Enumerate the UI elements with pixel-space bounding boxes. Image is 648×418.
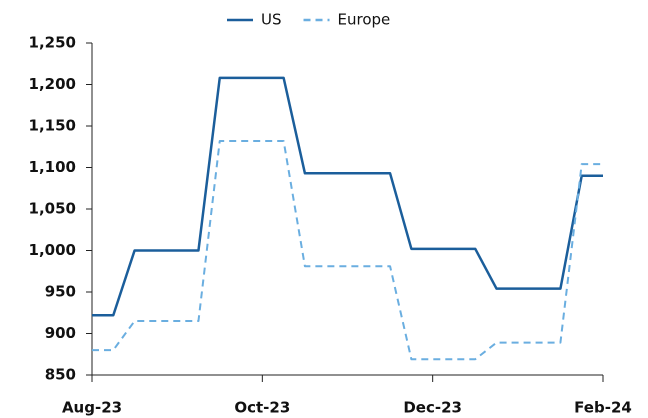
x-tick-label: Oct-23 [234,399,290,417]
y-tick-label: 1,100 [29,158,76,176]
y-tick-label: 1,250 [29,34,76,52]
y-tick-label: 850 [45,366,76,384]
x-tick-label: Dec-23 [403,399,462,417]
legend-label: Europe [338,11,391,29]
series-line [92,76,603,317]
y-tick-label: 1,000 [29,241,76,259]
y-tick-label: 1,200 [29,75,76,93]
series-line [92,139,603,361]
y-tick-label: 1,050 [29,200,76,218]
y-tick-label: 900 [45,324,76,342]
x-tick-label: Aug-23 [62,399,122,417]
y-tick-label: 1,150 [29,117,76,135]
legend-label: US [261,11,282,29]
x-tick-label: Feb-24 [574,399,632,417]
y-tick-label: 950 [45,283,76,301]
